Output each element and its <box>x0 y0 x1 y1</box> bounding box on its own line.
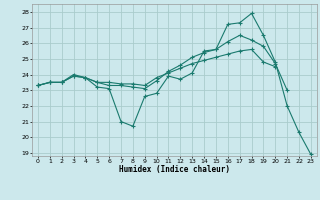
X-axis label: Humidex (Indice chaleur): Humidex (Indice chaleur) <box>119 165 230 174</box>
